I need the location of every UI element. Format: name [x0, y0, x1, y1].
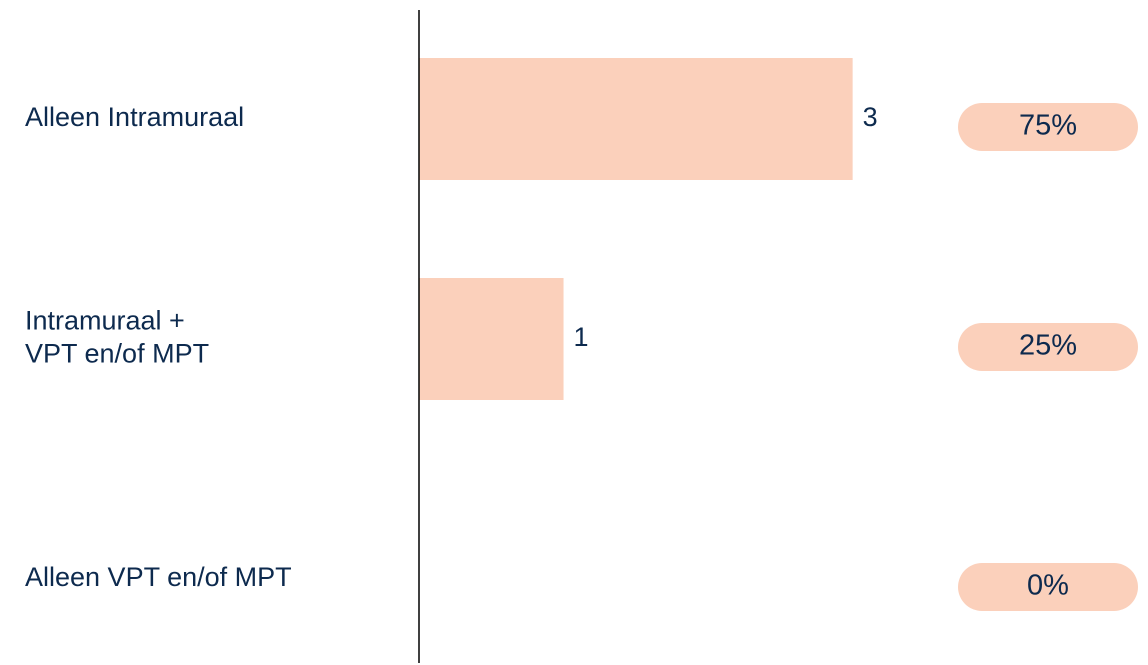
percentage-badge-1	[958, 103, 1138, 151]
value-label-1: 3	[863, 102, 878, 132]
percentage-badges-group: 75% 25% 0%	[958, 103, 1138, 611]
bar-1	[419, 58, 853, 180]
value-labels-group: 31	[574, 102, 878, 352]
category-label-1: Alleen Intramuraal	[25, 102, 244, 132]
category-label-line: VPT en/of MPT	[25, 339, 209, 369]
category-label-2: Intramuraal + VPT en/of MPT	[25, 306, 209, 369]
percentage-badge-2	[958, 323, 1138, 371]
bars-group	[419, 58, 853, 400]
category-label-line: Alleen VPT en/of MPT	[25, 562, 292, 592]
percentage-label-2: 25%	[1019, 330, 1077, 362]
category-label-line: Intramuraal +	[25, 306, 185, 336]
category-label-line: Alleen Intramuraal	[25, 102, 244, 132]
bar-2	[419, 278, 564, 400]
value-label-2: 1	[574, 322, 589, 352]
category-labels-group: Alleen Intramuraal Intramuraal + VPT en/of…	[25, 102, 292, 592]
percentage-label-3: 0%	[1027, 570, 1069, 602]
percentage-label-1: 75%	[1019, 110, 1077, 142]
category-label-3: Alleen VPT en/of MPT	[25, 562, 292, 592]
percentage-badge-3	[958, 563, 1138, 611]
